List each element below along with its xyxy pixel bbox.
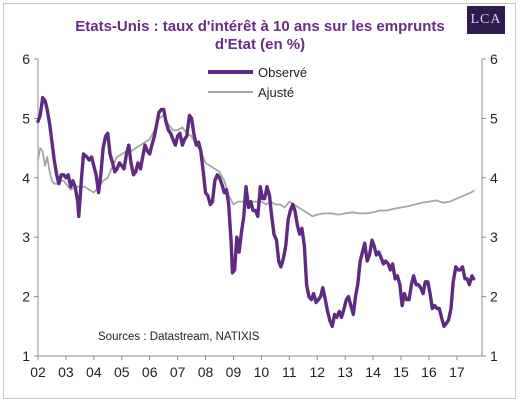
chart-title: Etats-Unis : taux d'intérêt à 10 ans sur…: [40, 18, 480, 54]
x-tick-label: 02: [30, 364, 46, 380]
x-tick-label: 14: [365, 364, 381, 380]
x-tick-label: 07: [170, 364, 186, 380]
legend: Observé Ajusté: [208, 65, 307, 100]
x-tick-label: 08: [198, 364, 214, 380]
y-tick-label-right: 1: [490, 348, 498, 364]
x-tick-label: 03: [58, 364, 74, 380]
chart-title-line-1: Etats-Unis : taux d'intérêt à 10 ans sur…: [75, 18, 445, 35]
y-tick-label-left: 5: [22, 110, 30, 126]
y-tick-label-right: 6: [490, 51, 498, 67]
y-tick-label-left: 2: [22, 289, 30, 305]
x-tick-label: 17: [449, 364, 465, 380]
chart-title-line-2: d'Etat (en %): [214, 36, 306, 53]
y-tick-label-right: 4: [490, 170, 498, 186]
legend-label-ajuste: Ajusté: [258, 85, 294, 100]
x-tick-label: 06: [142, 364, 158, 380]
y-tick-label-right: 2: [490, 289, 498, 305]
legend-label-observe: Observé: [258, 65, 307, 80]
x-tick-label: 13: [337, 364, 353, 380]
x-tick-label: 04: [86, 364, 102, 380]
series-line-observe: [36, 95, 476, 328]
y-tick-label-left: 3: [22, 229, 30, 245]
y-tick-label-left: 4: [22, 170, 30, 186]
x-tick-label: 05: [114, 364, 130, 380]
y-tick-label-right: 5: [490, 110, 498, 126]
y-tick-label-right: 3: [490, 229, 498, 245]
axes: 1 12 23 34 45 56 602 03 04 05 06 07 08 09 10 11 12 13 14 15…: [22, 51, 498, 380]
x-tick-label: 15: [393, 364, 409, 380]
x-tick-label: 10: [254, 364, 270, 380]
source-note: Sources : Datastream, NATIXIS: [98, 331, 260, 343]
y-tick-label-left: 6: [22, 51, 30, 67]
series-layer: [36, 95, 476, 328]
x-tick-label: 12: [309, 364, 325, 380]
y-tick-label-left: 1: [22, 348, 30, 364]
x-tick-label: 09: [226, 364, 242, 380]
lca-logo: LCA: [467, 6, 505, 34]
x-tick-label: 11: [282, 364, 297, 380]
x-tick-label: 16: [421, 364, 437, 380]
series-line-ajuste: [37, 114, 475, 218]
